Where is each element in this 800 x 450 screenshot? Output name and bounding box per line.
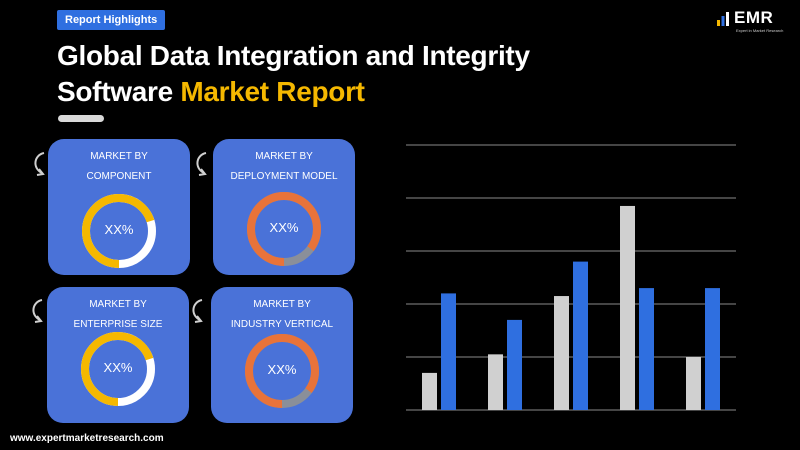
card-label-line-2: ENTERPRISE SIZE: [73, 319, 163, 330]
report-highlights-badge: Report Highlights: [57, 10, 166, 30]
card-label: MARKET BY ENTERPRISE SIZE: [47, 295, 189, 335]
logo-tagline: Expert in Market Research: [736, 28, 784, 33]
title-highlight-part: Market Report: [180, 76, 365, 107]
curved-arrow-icon: [32, 299, 43, 323]
footer-url[interactable]: www.expertmarketresearch.com: [10, 433, 164, 444]
market-segment-card: MARKET BY COMPONENT XX%: [48, 139, 190, 275]
card-label-line-1: MARKET BY: [89, 299, 147, 310]
chart-bar: [686, 357, 701, 410]
card-label-line-1: MARKET BY: [253, 299, 311, 310]
donut-ring: XX%: [79, 191, 159, 271]
card-label-line-1: MARKET BY: [255, 151, 313, 162]
chart-bar: [422, 372, 437, 410]
donut-ring: XX%: [242, 331, 322, 411]
chart-bar: [507, 319, 522, 410]
donut-fill: [81, 332, 155, 406]
chart-bar: [705, 288, 720, 410]
donut-ring: XX%: [78, 329, 158, 409]
chart-bar: [620, 205, 635, 410]
logo-text: EMR: [734, 8, 774, 27]
title-underline: [58, 115, 104, 122]
curved-arrow-icon: [34, 152, 45, 176]
donut-value: XX%: [103, 360, 133, 375]
card-label: MARKET BY DEPLOYMENT MODEL: [213, 147, 355, 187]
donut-value: XX%: [269, 220, 299, 235]
donut-value: XX%: [267, 362, 297, 377]
curved-arrow-icon: [192, 299, 203, 323]
card-label-line-1: MARKET BY: [90, 151, 148, 162]
donut-fill: [247, 192, 321, 266]
page-title: Global Data Integration and Integrity So…: [57, 38, 577, 110]
logo-mark-icon: [717, 12, 729, 26]
chart-bar: [441, 293, 456, 410]
card-label-line-2: INDUSTRY VERTICAL: [230, 319, 334, 330]
donut-ring: XX%: [244, 189, 324, 269]
emr-logo: EMR Expert in Market Research: [716, 8, 786, 44]
card-label: MARKET BY INDUSTRY VERTICAL: [211, 295, 353, 335]
chart-bar: [554, 296, 569, 410]
card-label: MARKET BY COMPONENT: [48, 147, 190, 187]
donut-value: XX%: [104, 222, 134, 237]
chart-bar: [639, 288, 654, 410]
card-label-line-2: COMPONENT: [86, 171, 152, 182]
donut-fill: [245, 334, 319, 408]
curved-arrow-icon: [196, 152, 207, 176]
chart-bar: [488, 354, 503, 410]
market-segment-card: MARKET BY INDUSTRY VERTICAL XX%: [211, 287, 353, 423]
chart-bar: [573, 261, 588, 410]
title-line-2: Software Market Report: [57, 74, 577, 110]
bar-chart: [406, 144, 736, 411]
market-segment-card: MARKET BY DEPLOYMENT MODEL XX%: [213, 139, 355, 275]
title-plain-part: Software: [57, 76, 173, 107]
market-segment-card: MARKET BY ENTERPRISE SIZE XX%: [47, 287, 189, 423]
donut-fill: [82, 194, 156, 268]
card-label-line-2: DEPLOYMENT MODEL: [230, 171, 338, 182]
title-line-1: Global Data Integration and Integrity: [57, 40, 530, 71]
